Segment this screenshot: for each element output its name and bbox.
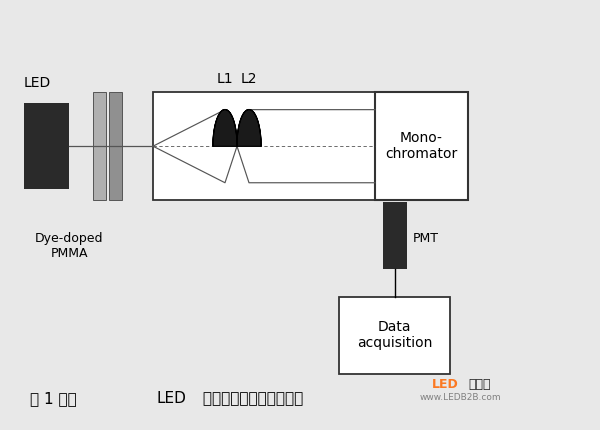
- Text: Mono-
chromator: Mono- chromator: [385, 131, 458, 161]
- Text: L1: L1: [217, 72, 233, 86]
- Bar: [375, 92, 468, 200]
- Text: 商务网: 商务网: [468, 378, 491, 391]
- Text: LED: LED: [156, 391, 186, 406]
- Bar: [339, 297, 450, 374]
- Bar: [93, 92, 106, 200]
- Bar: [109, 92, 122, 200]
- Text: LED: LED: [24, 76, 51, 90]
- Polygon shape: [213, 110, 237, 146]
- Text: www.LEDB2B.com: www.LEDB2B.com: [420, 393, 502, 402]
- Text: L2: L2: [241, 72, 257, 86]
- Text: 图 1 测量: 图 1 测量: [30, 391, 82, 406]
- Bar: [153, 92, 375, 200]
- Text: PMT: PMT: [413, 232, 439, 245]
- Text: Dye-doped
PMMA: Dye-doped PMMA: [35, 232, 103, 260]
- Bar: [24, 103, 69, 189]
- Text: LED: LED: [432, 378, 459, 391]
- Text: 灯光谱的实验装置示意图: 灯光谱的实验装置示意图: [198, 391, 303, 406]
- Text: Data
acquisition: Data acquisition: [357, 320, 432, 350]
- Polygon shape: [237, 110, 261, 146]
- Bar: [383, 202, 407, 269]
